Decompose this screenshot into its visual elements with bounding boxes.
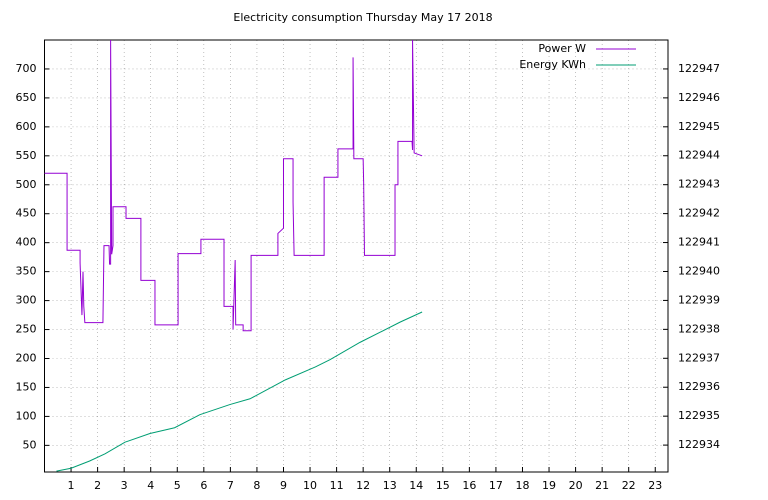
x-tick-label: 3 [121, 479, 128, 492]
legend-label: Energy KWh [519, 58, 586, 71]
y2-tick-label: 122946 [678, 91, 720, 104]
y-tick-label: 50 [23, 438, 37, 451]
x-tick-label: 13 [383, 479, 397, 492]
y2-tick-label: 122935 [678, 409, 720, 422]
y-tick-label: 200 [16, 351, 37, 364]
y-tick-label: 150 [16, 380, 37, 393]
y-tick-label: 300 [16, 294, 37, 307]
y2-tick-label: 122942 [678, 207, 720, 220]
x-tick-label: 15 [436, 479, 450, 492]
x-tick-label: 18 [515, 479, 529, 492]
y-tick-label: 550 [16, 149, 37, 162]
y2-tick-label: 122941 [678, 236, 720, 249]
x-tick-label: 7 [227, 479, 234, 492]
y2-tick-label: 122934 [678, 438, 720, 451]
y2-tick-label: 122947 [678, 62, 720, 75]
y-tick-label: 450 [16, 207, 37, 220]
chart-title: Electricity consumption Thursday May 17 … [233, 11, 492, 24]
y-tick-label: 650 [16, 91, 37, 104]
y-tick-label: 700 [16, 62, 37, 75]
x-tick-label: 4 [147, 479, 154, 492]
x-tick-label: 8 [253, 479, 260, 492]
x-tick-label: 21 [595, 479, 609, 492]
x-tick-label: 11 [330, 479, 344, 492]
y2-tick-label: 122936 [678, 380, 720, 393]
y-tick-label: 350 [16, 265, 37, 278]
y-tick-label: 100 [16, 409, 37, 422]
x-tick-label: 12 [356, 479, 370, 492]
x-tick-label: 20 [569, 479, 583, 492]
y-tick-label: 250 [16, 323, 37, 336]
legend-label: Power W [538, 42, 586, 55]
y2-tick-label: 122938 [678, 322, 720, 335]
y2-tick-label: 122939 [678, 293, 720, 306]
x-tick-label: 19 [542, 479, 556, 492]
y2-tick-label: 122940 [678, 264, 720, 277]
plot-frame [44, 39, 669, 473]
x-tick-label: 10 [303, 479, 317, 492]
x-tick-label: 16 [462, 479, 476, 492]
series-line [56, 311, 423, 472]
x-tick-label: 1 [68, 479, 75, 492]
y-tick-label: 600 [16, 120, 37, 133]
x-tick-label: 23 [648, 479, 662, 492]
series-line [44, 40, 423, 332]
y-tick-label: 500 [16, 178, 37, 191]
y2-tick-label: 122945 [678, 120, 720, 133]
y2-tick-label: 122944 [678, 149, 720, 162]
y2-tick-label: 122937 [678, 351, 720, 364]
x-tick-label: 14 [409, 479, 423, 492]
x-tick-label: 5 [174, 479, 181, 492]
x-tick-label: 2 [94, 479, 101, 492]
x-tick-label: 9 [280, 479, 287, 492]
x-tick-label: 22 [622, 479, 636, 492]
x-tick-label: 17 [489, 479, 503, 492]
y2-tick-label: 122943 [678, 178, 720, 191]
x-tick-label: 6 [200, 479, 207, 492]
y-tick-label: 400 [16, 236, 37, 249]
